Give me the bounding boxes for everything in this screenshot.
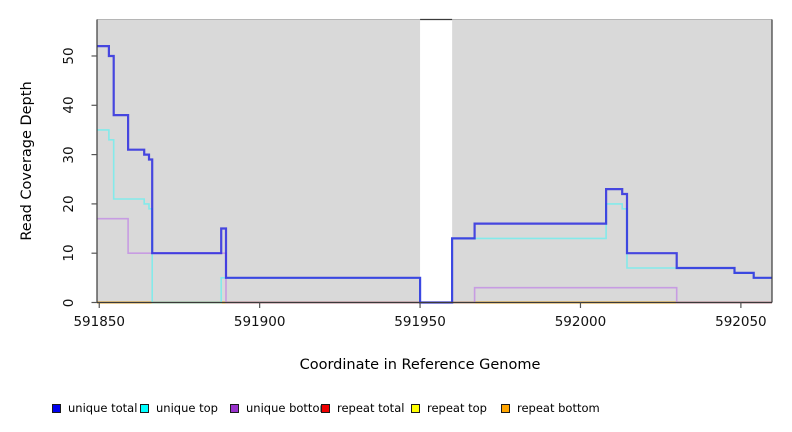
legend-item-repeat-top: repeat top [411, 401, 487, 415]
legend-swatch-unique-bottom [230, 403, 239, 413]
x-tick-label: 591900 [233, 314, 286, 330]
legend-swatch-repeat-total [321, 403, 330, 413]
legend-item-repeat-bottom: repeat bottom [501, 401, 600, 415]
legend-item-unique-top: unique top [140, 401, 218, 415]
x-tick-label: 592050 [715, 314, 767, 330]
x-tick-label: 591950 [394, 314, 446, 330]
legend-item-unique-total: unique total [52, 401, 137, 415]
legend-label-repeat-total: repeat total [337, 401, 405, 415]
legend-item-repeat-total: repeat total [321, 401, 404, 415]
y-tick-label: 30 [61, 145, 77, 164]
y-tick-label: 20 [61, 195, 77, 213]
legend-swatch-repeat-top [411, 403, 420, 413]
y-tick-label: 50 [61, 47, 77, 65]
y-tick-label: 40 [61, 96, 77, 114]
y-axis-title: Read Coverage Depth [19, 81, 35, 241]
x-axis-title: Coordinate in Reference Genome [299, 357, 541, 373]
series-line-unique-total [97, 45, 772, 304]
legend-item-unique-bottom: unique bottom [230, 401, 331, 415]
legend-swatch-unique-top [140, 403, 149, 413]
legend-label-repeat-bottom: repeat bottom [517, 401, 600, 415]
legend-label-unique-top: unique top [156, 401, 218, 415]
legend-label-unique-bottom: unique bottom [246, 401, 331, 415]
legend-label-unique-total: unique total [68, 401, 138, 415]
x-tick-label: 592000 [554, 314, 607, 330]
legend-swatch-unique-total [52, 403, 61, 413]
gap-region [420, 12, 453, 302]
x-tick-label: 591850 [73, 314, 126, 330]
y-tick-label: 0 [61, 298, 77, 307]
y-tick-label: 10 [61, 244, 77, 262]
legend-swatch-repeat-bottom [501, 403, 510, 413]
legend-label-repeat-top: repeat top [427, 401, 487, 415]
